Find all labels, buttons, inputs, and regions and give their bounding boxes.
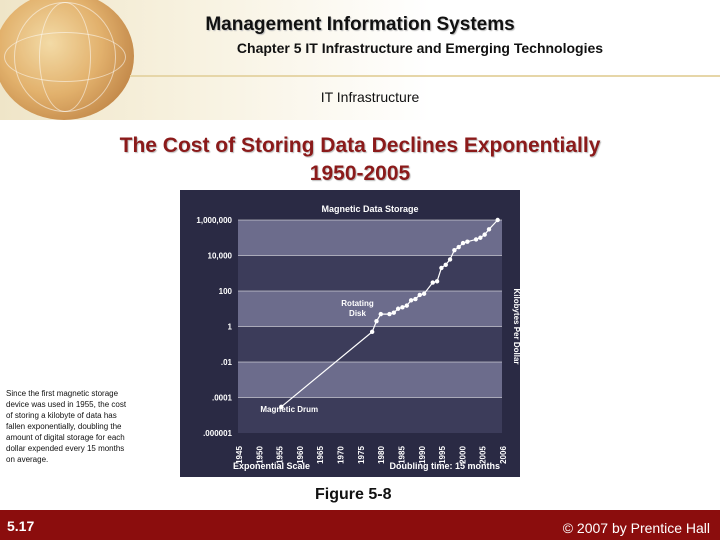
data-point — [456, 244, 461, 250]
data-point — [391, 310, 397, 315]
slide-title: The Cost of Storing Data Declines Expone… — [0, 132, 720, 188]
data-point — [452, 247, 457, 253]
x-tick-label: 2005 — [479, 446, 488, 464]
x-tick-label: 1985 — [397, 446, 406, 464]
data-point — [417, 292, 422, 298]
x-tick-label: 1990 — [418, 446, 427, 464]
plot-band — [238, 326, 502, 362]
y-tick-label: .0001 — [212, 394, 233, 403]
x-tick-label: 1980 — [377, 446, 386, 464]
x-tick-label: 2006 — [499, 446, 508, 464]
y-tick-label: 1 — [228, 323, 233, 332]
magnetic-drum-label: Magnetic Drum — [260, 405, 318, 414]
course-title: Management Information Systems — [205, 14, 515, 35]
data-point — [378, 311, 384, 317]
data-point — [430, 280, 435, 285]
plot-band — [238, 255, 502, 291]
x-tick-label: 1995 — [438, 446, 447, 464]
y-tick-label: 100 — [219, 287, 233, 296]
data-point — [465, 239, 470, 244]
doubling-time-annotation: Doubling time: 15 months — [389, 461, 500, 471]
chapter-title: Chapter 5 IT Infrastructure and Emerging… — [236, 40, 604, 56]
data-point — [387, 311, 392, 317]
data-point — [495, 217, 500, 223]
data-point — [408, 298, 414, 303]
data-point — [447, 257, 453, 262]
slide-title-line-1: The Cost of Storing Data Declines Expone… — [119, 134, 601, 157]
y-tick-label: .000001 — [203, 429, 232, 438]
globe-icon — [0, 0, 134, 120]
y-tick-label: 1,000,000 — [196, 216, 232, 225]
slide-footer: 5.17 © 2007 by Prentice Hall — [0, 510, 720, 540]
storage-cost-chart: 1,000,000 10,000 100 1 .01 .0001 .000001 1945 19… — [180, 190, 521, 477]
data-point — [404, 303, 409, 308]
x-tick-label: 1965 — [316, 446, 325, 464]
slide-title-line-2: 1950-2005 — [309, 162, 411, 185]
data-point — [443, 262, 448, 267]
x-tick-label: 1950 — [255, 446, 264, 464]
data-point — [374, 318, 379, 324]
figure-caption: Figure 5-8 — [315, 486, 392, 503]
x-tick-label: 1960 — [296, 446, 305, 464]
rotating-disk-label-line1: Rotating — [341, 299, 374, 308]
data-point — [460, 240, 466, 246]
x-tick-label: 1945 — [235, 446, 244, 464]
y-tick-label: 10,000 — [208, 252, 233, 261]
data-point — [473, 237, 479, 242]
slide-header: Management Information Systems Chapter 5… — [0, 0, 720, 120]
x-tick-label: 1955 — [276, 446, 285, 464]
data-point — [439, 265, 444, 271]
x-axis-label: Exponential Scale — [233, 461, 310, 471]
plot-band — [238, 291, 502, 327]
copyright: © 2007 by Prentice Hall — [562, 520, 710, 536]
side-note: Since the first magnetic storage device … — [6, 389, 127, 464]
data-point — [413, 296, 418, 302]
data-point — [395, 306, 401, 311]
plot-band — [238, 220, 502, 256]
data-point — [400, 305, 405, 310]
section-title: IT Infrastructure — [320, 89, 420, 105]
data-point — [482, 232, 487, 237]
x-tick-label: 1970 — [337, 446, 346, 464]
y-axis-label: Kilobytes Per Dollar — [512, 288, 520, 364]
data-point — [421, 291, 427, 296]
x-tick-label: 2000 — [458, 446, 467, 464]
rotating-disk-label-line2: Disk — [349, 309, 366, 318]
slide-number: 5.17 — [7, 518, 35, 534]
header-divider — [130, 75, 720, 77]
chart-title: Magnetic Data Storage — [321, 204, 418, 214]
data-point — [486, 227, 492, 232]
plot-band — [238, 397, 502, 433]
data-point — [369, 329, 375, 335]
data-point — [434, 279, 440, 284]
x-tick-label: 1975 — [357, 446, 366, 464]
y-tick-label: .01 — [221, 358, 233, 367]
plot-band — [238, 362, 502, 398]
data-point — [478, 235, 483, 240]
data-point — [279, 404, 284, 409]
